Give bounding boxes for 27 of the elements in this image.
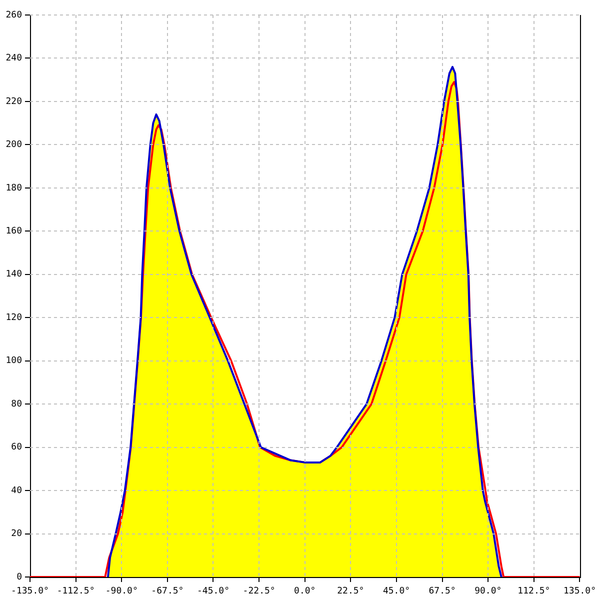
- y-tick-label: 60: [11, 442, 22, 453]
- x-tick-label: -67.5°: [151, 586, 184, 597]
- y-tick-label: 260: [6, 10, 22, 20]
- y-tick-label: 120: [6, 312, 22, 323]
- x-tick-label: 0.0°: [294, 586, 316, 597]
- x-tick-label: 90.0°: [474, 586, 502, 597]
- x-tick-label: 67.5°: [428, 586, 456, 597]
- x-tick-label: -112.5°: [56, 586, 95, 597]
- y-tick-label: 0: [16, 572, 22, 582]
- y-tick-label: 20: [11, 529, 22, 540]
- x-tick-label: -22.5°: [242, 586, 276, 597]
- x-tick-label: 22.5°: [337, 586, 364, 597]
- y-tick-label: 100: [6, 356, 22, 366]
- x-tick-label: -90.0°: [105, 586, 138, 597]
- x-tick-label: -45.0°: [196, 586, 230, 597]
- y-tick-label: 40: [11, 486, 22, 496]
- y-tick-label: 80: [11, 399, 22, 410]
- x-tick-label: 135.0°: [563, 586, 596, 597]
- y-tick-label: 240: [6, 54, 22, 64]
- y-tick-label: 200: [6, 140, 22, 150]
- y-tick-label: 160: [6, 226, 22, 236]
- y-tick-label: 220: [6, 96, 22, 107]
- x-tick-label: -135.0°: [11, 586, 49, 597]
- x-tick-label: 45.0°: [382, 586, 410, 597]
- y-tick-label: 140: [6, 270, 22, 280]
- y-tick-label: 180: [6, 183, 22, 194]
- x-tick-label: 112.5°: [518, 586, 550, 597]
